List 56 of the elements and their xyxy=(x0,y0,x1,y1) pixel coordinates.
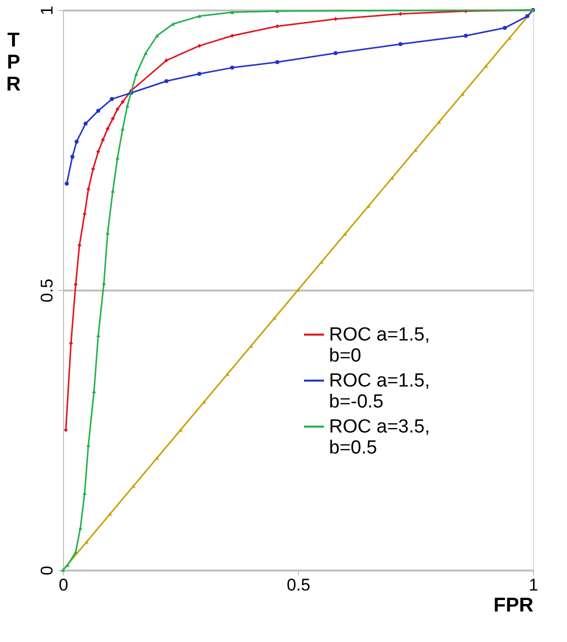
y-tick-label: 0.5 xyxy=(38,278,56,302)
point xyxy=(525,14,530,18)
point xyxy=(91,167,96,172)
point xyxy=(82,212,87,216)
point xyxy=(197,14,202,18)
line-series xyxy=(61,8,535,572)
point xyxy=(230,66,234,70)
point xyxy=(334,51,338,56)
point xyxy=(155,34,159,38)
point xyxy=(96,334,100,338)
point xyxy=(68,341,73,346)
point xyxy=(398,42,402,46)
x-tick-label: 0.5 xyxy=(286,576,310,594)
point xyxy=(74,282,78,286)
point xyxy=(110,97,114,102)
point xyxy=(110,189,115,193)
point xyxy=(64,428,68,432)
point xyxy=(77,243,82,248)
point xyxy=(70,154,74,159)
point xyxy=(64,182,69,186)
point xyxy=(84,122,88,126)
point xyxy=(275,60,280,64)
x-tick-label: 1 xyxy=(528,576,538,594)
point xyxy=(275,24,280,28)
y-tick-label: 0 xyxy=(38,566,56,576)
point xyxy=(230,10,234,14)
y-axis-title: TPR xyxy=(6,30,22,96)
legend-label: ROC a=1.5, b=-0.5 xyxy=(329,370,430,413)
point xyxy=(74,550,78,554)
point xyxy=(86,187,90,192)
legend-label: ROC a=1.5, b=0 xyxy=(329,324,430,367)
point xyxy=(398,12,402,16)
point xyxy=(164,79,168,84)
point xyxy=(464,34,468,38)
x-tick-label: 0 xyxy=(58,576,68,594)
point xyxy=(116,107,120,112)
point xyxy=(197,72,202,76)
point xyxy=(134,72,138,76)
point xyxy=(110,116,115,121)
point xyxy=(100,138,105,142)
point xyxy=(96,150,100,154)
point xyxy=(106,126,110,131)
x-axis-title: FPR xyxy=(494,594,534,616)
point xyxy=(96,108,100,113)
point xyxy=(197,44,202,48)
point xyxy=(125,104,130,108)
y-tick-label: 1 xyxy=(38,6,56,16)
legend-label: ROC a=3.5, b=0.5 xyxy=(329,416,430,459)
point xyxy=(275,9,280,13)
point xyxy=(144,51,148,55)
point xyxy=(164,58,168,62)
point xyxy=(502,26,507,30)
point xyxy=(102,282,106,286)
point xyxy=(120,100,125,104)
point xyxy=(230,34,234,38)
point xyxy=(74,140,79,144)
